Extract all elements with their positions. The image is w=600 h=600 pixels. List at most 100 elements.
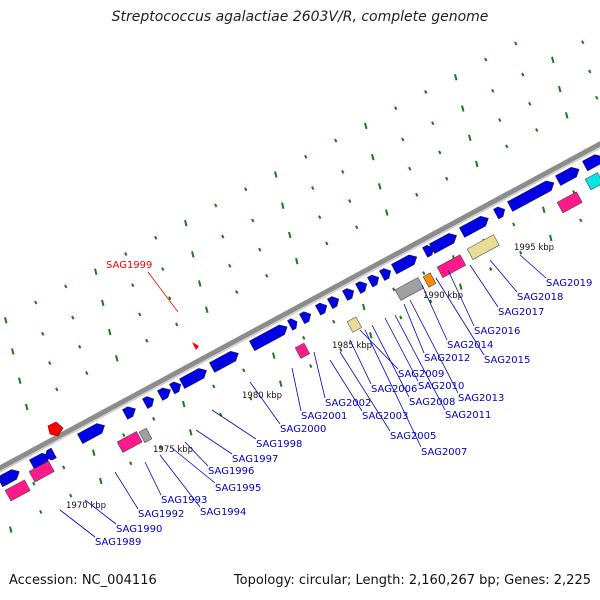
tick-mark [182,400,186,408]
tick-mark [48,361,52,365]
tick-mark [272,352,276,359]
scale-label: 1990 kbp [423,291,463,301]
tick-mark [454,74,458,81]
tick-mark [588,69,592,74]
gene-shape [0,473,10,486]
gene-label: SAG2013 [458,393,504,404]
gene-label: SAG2017 [498,307,544,318]
tick-mark [399,315,403,320]
gene-shape [459,216,489,238]
highlighted-gene-label: SAG1999 [106,260,152,271]
gene-arrow [422,245,435,258]
tick-mark [214,203,218,208]
tick-mark [514,41,518,46]
gene-shape [507,180,555,212]
tick-mark [205,306,209,314]
gene-box [466,234,500,260]
tick-mark [274,171,278,178]
tick-mark [332,319,336,324]
gene-arrow [429,233,457,254]
gene-label: SAG2005 [390,431,436,442]
tick-mark [161,267,165,271]
gene-shape [355,281,368,294]
gene-shape [422,245,435,258]
gene-shape [367,274,380,288]
gene-label: SAG1998 [256,439,302,450]
tick-mark [168,296,172,301]
gene-shape [116,431,143,453]
highlighted-gene-leader [147,271,179,313]
tick-mark [579,218,583,223]
scale-label: 1975 kbp [153,445,193,455]
gene-label: SAG2009 [398,369,444,380]
gene-label-leader [447,269,475,327]
tick-mark [184,219,188,227]
tick-mark [385,209,389,216]
highlight-marker [47,421,64,437]
gene-label-leader [469,264,499,308]
gene-label: SAG1996 [208,466,254,477]
tick-mark [364,122,368,130]
gene-label-leader [349,339,372,385]
gene-label: SAG1990 [116,524,162,535]
tick-mark [99,477,103,485]
tick-mark [484,57,488,62]
tick-mark [348,199,352,203]
gene-box [584,172,600,191]
gene-arrow [169,381,182,395]
gene-arrow [493,206,506,220]
tick-mark [535,128,539,133]
gene-shape [28,460,55,483]
tick-mark [521,72,525,77]
gene-shape [394,277,425,301]
gene-label: SAG1997 [232,454,278,465]
tick-mark [491,88,495,93]
gene-shape [157,387,171,401]
scale-label: 1985 kbp [332,341,372,351]
tick-mark [519,250,523,255]
tick-mark [4,317,8,324]
gene-label-leader [384,317,419,382]
scale-label: 1995 kbp [514,243,554,253]
gene-shape [122,406,136,420]
genome-title: Streptococcus agalactiae 2603V/R, comple… [111,9,489,25]
gene-label-leader [291,367,302,412]
gene-label: SAG2001 [301,411,347,422]
gene-label-leader [114,471,139,510]
tick-mark [154,235,158,240]
gene-label: SAG2019 [546,278,592,289]
gene-arrow [379,268,392,281]
tick-mark [461,105,465,112]
gene-box [346,316,362,333]
gene-label-leader [359,329,399,370]
gene-box [394,277,425,301]
tick-mark [369,331,373,339]
gene-shape [555,167,580,186]
tick-mark [18,377,22,384]
gene-shape [315,302,328,316]
genome-backbone-shadow [0,147,600,473]
gene-shape [4,479,31,502]
gene-label: SAG2016 [474,326,520,337]
gene-shape [142,396,155,409]
gene-arrow [179,368,207,389]
gene-arrow [582,154,600,172]
gene-label-leader [403,303,425,354]
tick-mark [355,225,359,230]
tick-mark [124,252,128,256]
gene-arrow [287,318,298,331]
gene-box [116,431,143,453]
gene-shape [299,311,312,325]
tick-mark [212,384,216,389]
tick-mark [235,290,239,295]
tick-mark [489,266,493,271]
tick-mark [304,154,308,159]
tick-mark [115,355,119,362]
gene-arrow [459,216,489,238]
gene-label-leader [144,461,162,496]
tick-mark [25,403,29,411]
gene-box [138,427,153,443]
gene-arrow [44,447,57,461]
gene-shape [391,254,418,275]
